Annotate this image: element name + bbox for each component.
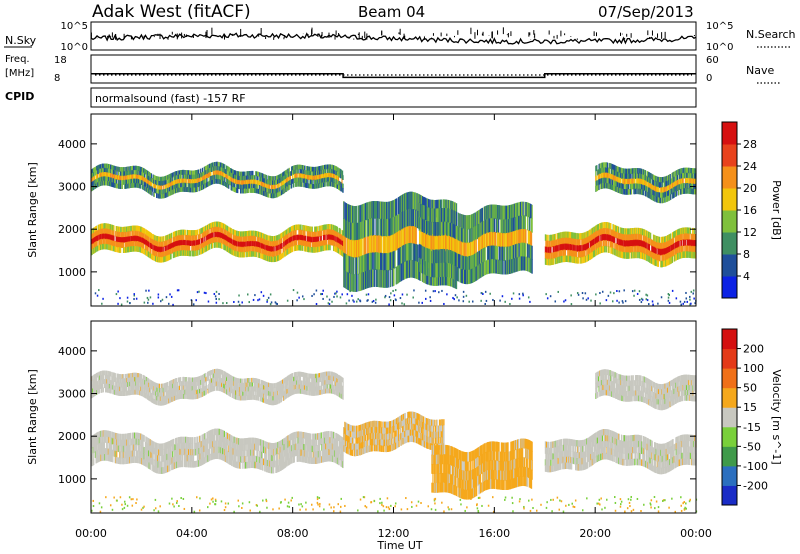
nsearch-tick-top: 10^5 (706, 21, 733, 32)
power-colorbar-cell (722, 254, 737, 277)
time-tick-label: 00:00 (75, 527, 107, 540)
station-title: Adak West (fitACF) (92, 2, 251, 22)
velocity-colorbar-cell (722, 465, 737, 486)
velocity-echo-band (91, 428, 344, 474)
freq-label: Freq. (5, 54, 30, 65)
power-colorbar-cell (722, 188, 737, 211)
velocity-colorbar-cell (722, 329, 737, 350)
velocity-colorbar-tick: 50 (743, 382, 757, 395)
velocity-colorbar-cell (722, 446, 737, 467)
power-yaxis: 1000 2000 3000 4000 (58, 138, 696, 279)
power-colorbar-tick: 12 (743, 226, 757, 239)
power-echo-band (91, 221, 344, 263)
power-colorbar-cell (722, 232, 737, 255)
time-tick-label: 08:00 (277, 527, 309, 540)
time-tick-label: 20:00 (579, 527, 611, 540)
velocity-colorbar-cell (722, 368, 737, 389)
velocity-echo-band (431, 438, 533, 500)
power-echo-band (544, 222, 697, 268)
velocity-colorbar: 200 100 50 15 -15 -50 -100 -200 Velocity [m s^-… (721, 328, 783, 506)
power-colorbar-cell (722, 210, 737, 233)
time-axis-label: Time UT (376, 539, 422, 552)
nsearch-label: N.Search (746, 28, 796, 41)
power-ytick-label: 2000 (58, 223, 86, 236)
power-echo-band (595, 162, 697, 204)
velocity-colorbar-cell (722, 426, 737, 447)
velocity-echo-layer (91, 368, 698, 513)
power-echo-layer (91, 161, 697, 306)
cpid-label: CPID (5, 90, 34, 103)
velocity-colorbar-tick: -100 (743, 460, 768, 473)
freq-unit: [MHz] (5, 68, 34, 79)
power-ytick-label: 3000 (58, 181, 86, 194)
power-panel: 1000 2000 3000 4000 Slant Range [km] (26, 113, 697, 307)
power-ytick-label: 4000 (58, 138, 86, 151)
freq-tick-bottom: 8 (54, 73, 60, 84)
nsky-trace (90, 27, 697, 45)
power-colorbar-cell (722, 276, 737, 299)
power-echo-band (418, 201, 533, 285)
velocity-plot-frame (90, 320, 697, 514)
freq-trace (91, 73, 696, 79)
power-colorbar: 4 8 12 16 20 24 28 Power [dB] (721, 121, 783, 299)
velocity-colorbar-cell (722, 407, 737, 428)
power-colorbar-tick: 16 (743, 204, 757, 217)
power-colorbar-cell (722, 144, 737, 167)
nave-tick-top: 60 (706, 55, 719, 66)
velocity-colorbar-frame (721, 328, 738, 506)
velocity-yaxis: 1000 2000 3000 4000 (58, 345, 696, 486)
velocity-echo-band (544, 429, 697, 475)
beam-title: Beam 04 (358, 3, 425, 21)
date-title: 07/Sep/2013 (598, 3, 694, 21)
time-tick-label: 04:00 (176, 527, 208, 540)
power-colorbar-label: Power [dB] (770, 180, 783, 240)
nave-tick-bottom: 0 (706, 73, 712, 84)
velocity-ytick-label: 4000 (58, 345, 86, 358)
velocity-ground-scatter (91, 495, 698, 513)
power-ytick-label: 1000 (58, 266, 86, 279)
velocity-colorbar-cell (722, 387, 737, 408)
velocity-ytick-label: 3000 (58, 388, 86, 401)
velocity-colorbar-tick: -50 (743, 440, 761, 453)
time-tick-label: 00:00 (680, 527, 712, 540)
time-tick-label: 12:00 (378, 527, 410, 540)
power-colorbar-tick: 24 (743, 160, 757, 173)
velocity-colorbar-tick: 100 (743, 362, 764, 375)
nsearch-tick-bottom: 10^0 (706, 42, 733, 53)
time-axis: 00:00 04:00 08:00 12:00 16:00 20:00 00:00 (75, 114, 712, 540)
power-colorbar-cell (722, 122, 737, 145)
power-ground-scatter (94, 289, 697, 306)
velocity-colorbar-tick: -15 (743, 421, 761, 434)
velocity-colorbar-tick: 200 (743, 343, 764, 356)
cpid-text: normalsound (fast) -157 RF (95, 92, 246, 105)
power-echo-band (91, 161, 344, 199)
velocity-colorbar-cell (722, 485, 737, 506)
freq-tick-top: 18 (54, 55, 67, 66)
velocity-colorbar-cell (722, 348, 737, 369)
power-colorbar-tick: 8 (743, 248, 750, 261)
power-colorbar-cell (722, 166, 737, 189)
nsky-label: N.Sky (5, 34, 37, 47)
velocity-colorbar-tick: 15 (743, 401, 757, 414)
velocity-echo-band (595, 369, 697, 411)
velocity-ylabel: Slant Range [km] (26, 369, 39, 465)
power-ylabel: Slant Range [km] (26, 162, 39, 258)
nave-label: Nave (746, 64, 774, 77)
velocity-colorbar-tick: -200 (743, 479, 768, 492)
velocity-echo-band (343, 411, 445, 457)
velocity-ytick-label: 1000 (58, 473, 86, 486)
power-colorbar-tick: 4 (743, 270, 750, 283)
velocity-ytick-label: 2000 (58, 430, 86, 443)
cpid-panel-frame (90, 87, 697, 108)
power-colorbar-tick: 20 (743, 182, 757, 195)
nsky-tick-bottom: 10^0 (61, 42, 88, 53)
freq-panel-frame (90, 54, 697, 84)
nsky-tick-top: 10^5 (61, 21, 88, 32)
time-tick-label: 16:00 (478, 527, 510, 540)
velocity-panel: 1000 2000 3000 4000 Slant Range [km] (26, 320, 698, 514)
power-colorbar-tick: 28 (743, 138, 757, 151)
velocity-echo-band (91, 368, 344, 406)
velocity-colorbar-label: Velocity [m s^-1] (770, 369, 783, 464)
